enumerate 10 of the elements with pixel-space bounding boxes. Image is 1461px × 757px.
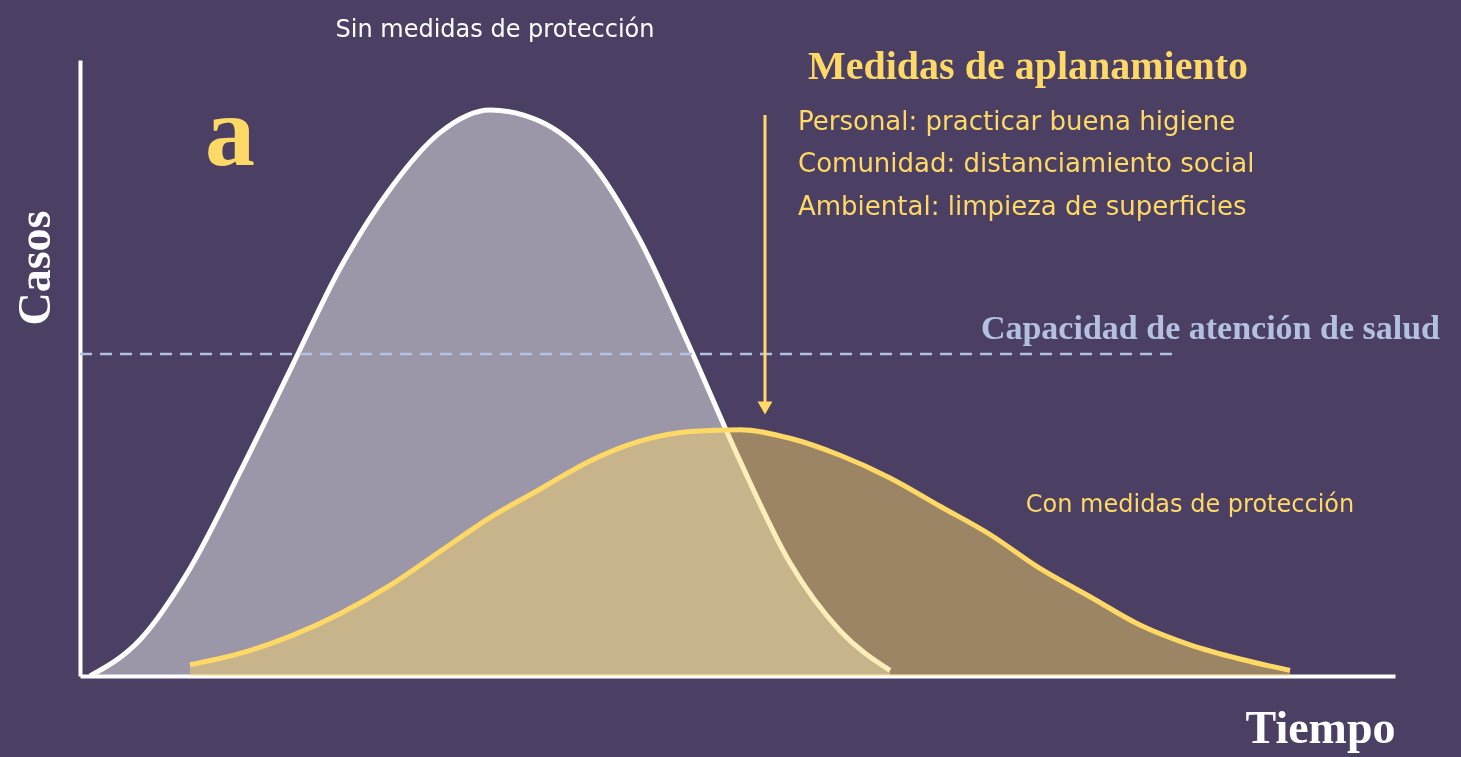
- text: Medidas de aplanamiento: [807, 43, 1249, 88]
- annotation: Comunidad: distanciamiento social: [798, 148, 1255, 178]
- text: Sin medidas de protección: [335, 15, 655, 43]
- y-axis-title: Casos: [8, 210, 60, 326]
- annotation: Ambiental: limpieza de superficies: [798, 191, 1247, 221]
- series-label: Con medidas de protección: [1025, 490, 1355, 518]
- annotation: Personal: practicar buena higiene: [798, 106, 1236, 136]
- ref-line-label: Capacidad de atención de salud: [980, 308, 1441, 346]
- annotation: a: [205, 76, 255, 187]
- x-axis-title: Tiempo: [1245, 701, 1396, 753]
